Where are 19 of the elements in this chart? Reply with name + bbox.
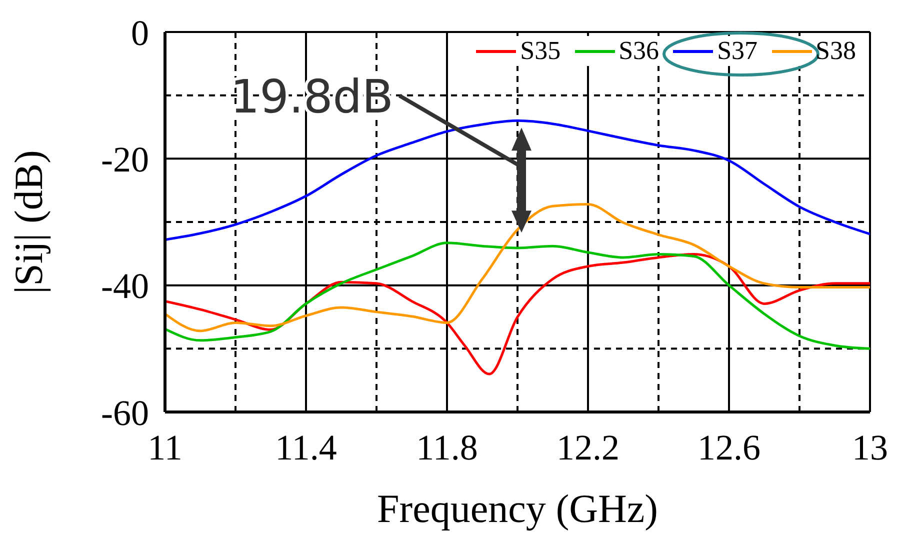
- line-series: [165, 119, 870, 241]
- legend-label: S35: [519, 36, 561, 66]
- x-tick-label: 11: [148, 428, 182, 468]
- y-tick-label: -40: [101, 266, 149, 306]
- y-tick-label: -20: [101, 139, 149, 180]
- legend-label: S38: [814, 36, 856, 66]
- line-series: [165, 203, 870, 332]
- x-tick-label: 13: [852, 428, 888, 468]
- x-tick-label: 12.6: [698, 428, 760, 468]
- x-tick-label: 11.4: [275, 428, 337, 468]
- y-tick-label: -60: [101, 392, 149, 433]
- x-tick-label: 12.2: [556, 428, 620, 468]
- y-axis-title: |Sij| (dB): [6, 150, 52, 294]
- legend-label: S37: [716, 36, 758, 66]
- x-axis-title: Frequency (GHz): [377, 486, 658, 531]
- line-series: [165, 242, 870, 350]
- y-tick-label: 0: [131, 12, 149, 53]
- x-tick-label: 11.8: [416, 428, 478, 468]
- legend-label: S36: [618, 36, 660, 66]
